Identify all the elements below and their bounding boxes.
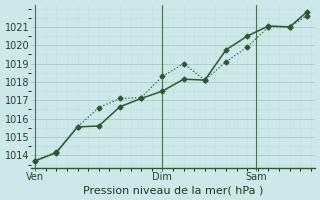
- X-axis label: Pression niveau de la mer( hPa ): Pression niveau de la mer( hPa ): [83, 185, 263, 195]
